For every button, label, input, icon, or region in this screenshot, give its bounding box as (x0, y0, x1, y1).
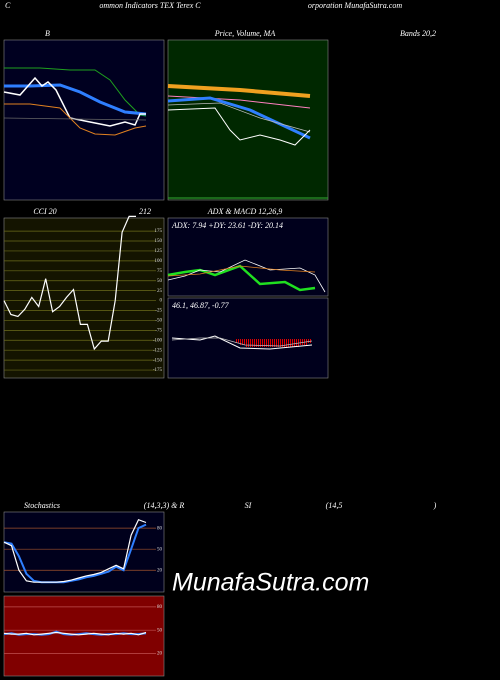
y-tick-label: 150 (155, 239, 163, 244)
header-c: C (5, 1, 11, 10)
indicator-lines (167, 84, 328, 199)
indicator-lines (3, 67, 147, 136)
y-tick-label: -125 (153, 348, 163, 353)
y-tick-label: 125 (155, 249, 163, 254)
macd-values: 46.1, 46.87, -0.77 (172, 301, 230, 310)
panel (3, 511, 165, 593)
series-line (3, 523, 147, 584)
y-tick-label: 20 (157, 568, 163, 573)
y-tick-label: 80 (157, 526, 163, 531)
header-left: ommon Indicators TEX Terex C (99, 1, 201, 10)
panel (3, 595, 165, 677)
header-right: orporation MunafaSutra.com (308, 1, 402, 10)
y-tick-label: 75 (157, 269, 163, 274)
panel-title: ) (433, 501, 437, 510)
panel-title: B (45, 29, 50, 38)
panel-title: CCI 20 (33, 207, 56, 216)
panel-title: ADX & MACD 12,26,9 (207, 207, 282, 216)
panel-title: (14,3,3) & R (144, 501, 185, 510)
y-tick-label: 0 (160, 299, 163, 304)
y-tick-label: 50 (157, 628, 163, 633)
panel-title: (14,5 (326, 501, 343, 510)
panel-title: Stochastics (24, 501, 60, 510)
y-tick-label: 175 (155, 229, 163, 234)
panel-title: Price, Volume, MA (214, 29, 276, 38)
y-tick-label: -50 (155, 319, 162, 324)
y-tick-label: -25 (155, 309, 162, 314)
series-line (3, 631, 147, 636)
y-tick-label: -150 (153, 358, 163, 363)
y-tick-label: 25 (157, 289, 163, 294)
series-line (3, 215, 136, 351)
y-tick-label: 50 (157, 279, 163, 284)
panel (167, 39, 329, 201)
series-line (3, 518, 147, 583)
y-tick-label: 20 (157, 652, 163, 657)
panel-title: SI (245, 501, 252, 510)
indicator-lines (167, 259, 326, 293)
y-tick-label: -75 (155, 328, 162, 333)
adx-values: ADX: 7.94 +DY: 23.61 -DY: 20.14 (171, 221, 283, 230)
y-tick-label: -175 (153, 368, 163, 373)
y-tick-label: 80 (157, 605, 163, 610)
panel (3, 217, 165, 379)
panel (167, 297, 329, 379)
y-tick-label: 100 (155, 259, 163, 264)
panel (167, 217, 329, 297)
value-label: 212 (139, 207, 151, 216)
watermark: MunafaSutra.com (172, 569, 369, 597)
indicator-lines (171, 335, 313, 350)
y-tick-label: -100 (153, 338, 163, 343)
panel-title: Bands 20,2 (400, 29, 436, 38)
y-tick-label: 50 (157, 547, 163, 552)
